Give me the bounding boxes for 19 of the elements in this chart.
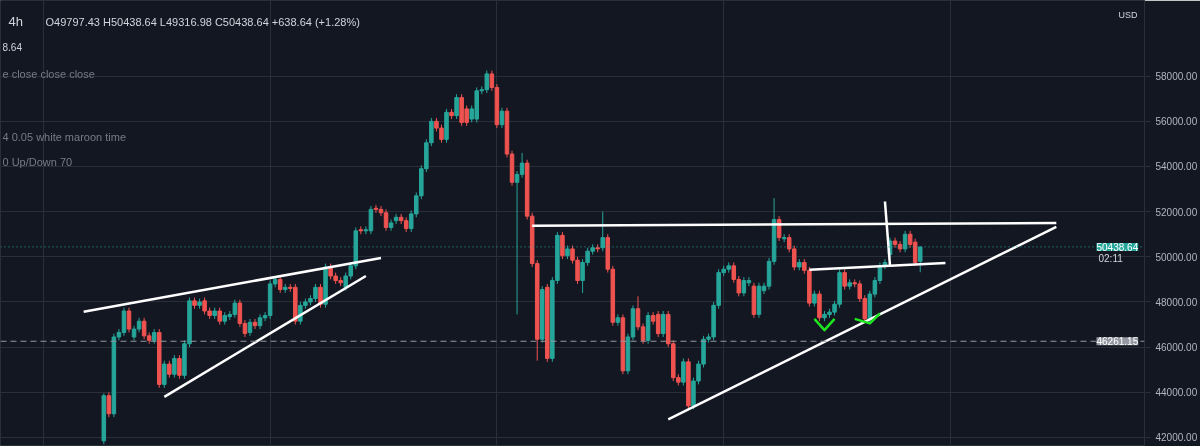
- annotation: e close close close: [2, 67, 95, 80]
- y-tick-label: 58000.00: [1155, 71, 1198, 83]
- annotation: USD: [1118, 9, 1138, 20]
- y-tick-label: 46000.00: [1155, 342, 1198, 354]
- y-tick-label: 50000.00: [1155, 251, 1198, 263]
- y-tick-label: 54000.00: [1155, 161, 1198, 173]
- annotation: 4h: [8, 14, 23, 29]
- y-tick-label: 56000.00: [1155, 116, 1198, 128]
- y-tick-label: 48000.00: [1155, 296, 1198, 308]
- ref-line-label: 50438.64: [1096, 241, 1139, 253]
- annotation: 0 Up/Down 70: [2, 155, 73, 168]
- y-tick-label: 42000.00: [1155, 432, 1198, 444]
- ref-line-label: 46261.15: [1096, 336, 1139, 348]
- y-tick-label: 52000.00: [1155, 206, 1198, 218]
- y-tick-label: 44000.00: [1155, 387, 1198, 399]
- annotation: 8.64: [2, 41, 23, 53]
- annotation: O49797.43 H50438.64 L49316.98 C50438.64 +638.64 (+1.28%): [45, 15, 360, 28]
- annotation: 02:11: [1098, 253, 1124, 264]
- annotation: 4 0.05 white maroon time: [2, 130, 127, 143]
